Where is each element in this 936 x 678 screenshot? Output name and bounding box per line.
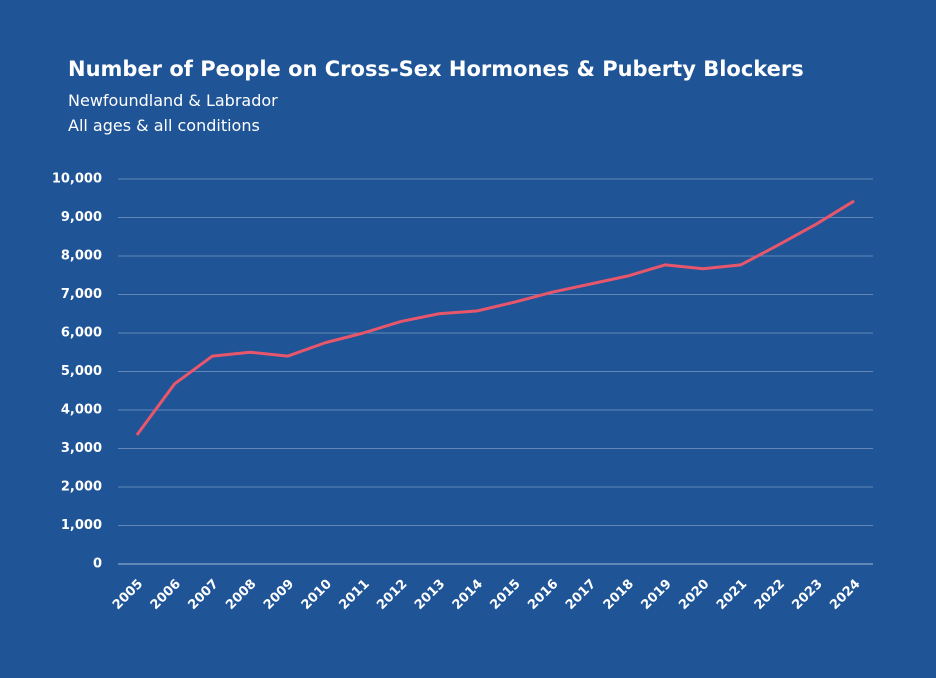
x-tick-label: 2018 [601,577,637,613]
y-tick-label: 2,000 [61,480,102,495]
data-line [135,199,855,436]
x-tick-label: 2008 [223,577,259,613]
chart-title: Number of People on Cross-Sex Hormones &… [68,57,804,81]
x-tick-label: 2015 [487,577,523,613]
x-tick-label: 2016 [525,577,561,613]
y-tick-label: 0 [93,557,102,572]
y-tick-label: 7,000 [61,287,102,302]
chart-subtitle: All ages & all conditions [68,116,260,135]
x-tick-label: 2023 [789,577,825,613]
x-tick-label: 2024 [827,577,863,613]
x-tick-label: 2011 [336,577,372,613]
y-tick-label: 1,000 [61,518,102,533]
x-tick-label: 2021 [714,577,750,613]
x-tick-label: 2019 [638,577,674,613]
x-tick-label: 2017 [563,577,599,613]
y-tick-label: 6,000 [61,326,102,341]
x-tick-label: 2005 [110,577,146,613]
x-tick-label: 2007 [185,577,221,613]
x-tick-label: 2009 [261,577,297,613]
x-tick-label: 2013 [412,577,448,613]
x-tick-label: 2022 [752,577,788,613]
x-tick-label: 2020 [676,577,712,613]
y-tick-label: 8,000 [61,249,102,264]
y-tick-label: 9,000 [61,210,102,225]
x-tick-label: 2014 [450,577,486,613]
chart-subtitle: Newfoundland & Labrador [68,91,278,110]
y-tick-label: 3,000 [61,441,102,456]
y-tick-label: 5,000 [61,364,102,379]
y-tick-label: 4,000 [61,403,102,418]
x-tick-label: 2010 [299,577,335,613]
x-tick-label: 2006 [148,577,184,613]
y-tick-label: 10,000 [52,172,102,187]
x-tick-label: 2012 [374,577,410,613]
